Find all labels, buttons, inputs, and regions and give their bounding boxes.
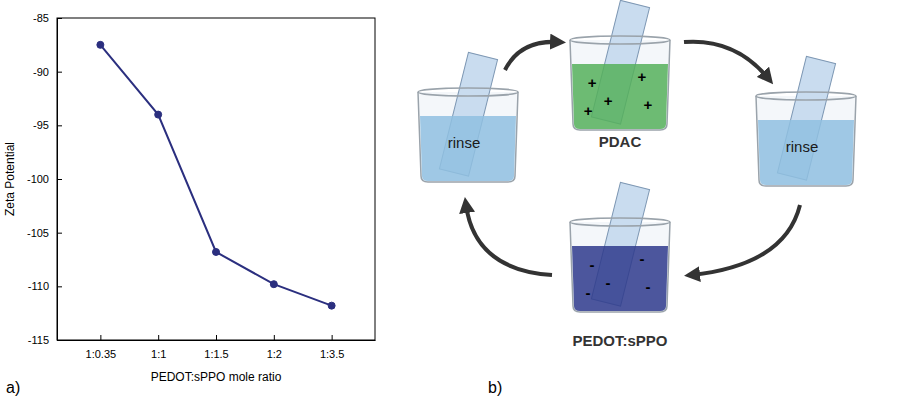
data-point xyxy=(270,281,277,288)
panel-label: b) xyxy=(488,379,502,396)
y-tick-mark xyxy=(57,286,62,287)
cycle-arrow xyxy=(684,42,768,78)
beaker-rim xyxy=(570,218,670,226)
y-axis-title: Zeta Potential xyxy=(3,142,17,216)
panel-label: a) xyxy=(6,379,20,396)
y-tick: -115 xyxy=(28,334,62,346)
y-tick: -95 xyxy=(33,119,62,131)
x-axis-line xyxy=(58,340,376,341)
y-tick: -85 xyxy=(33,12,62,24)
beaker-rim xyxy=(418,88,518,96)
charge-sign: + xyxy=(638,68,647,85)
x-tick-label: 1:1 xyxy=(151,348,166,360)
y-tick: -100 xyxy=(27,173,62,185)
x-tick-mark xyxy=(216,335,217,340)
step-label: PEDOT:sPPO xyxy=(572,332,667,349)
x-tick-mark xyxy=(332,335,333,340)
x-tick: 1:1.5 xyxy=(204,335,228,360)
beaker: + + + + + xyxy=(570,0,670,130)
charge-sign: - xyxy=(640,250,645,267)
beaker-liquid xyxy=(758,120,854,185)
beaker-rim xyxy=(570,36,670,44)
cycle-arrow xyxy=(692,205,800,275)
x-tick-label: 1:3.5 xyxy=(320,348,344,360)
y-tick: -105 xyxy=(27,227,62,239)
x-tick-mark xyxy=(274,335,275,340)
x-tick: 1:1 xyxy=(151,335,166,360)
data-point xyxy=(155,111,162,118)
x-tick-label: 1:0.35 xyxy=(86,348,117,360)
charge-sign: - xyxy=(586,284,591,301)
y-tick: -110 xyxy=(28,280,62,292)
cycle-arrow xyxy=(466,205,552,275)
y-tick-label: -110 xyxy=(28,280,49,292)
x-axis: 1:0.35 1:1 1:1.5 1:2 1:3.5 xyxy=(58,335,376,360)
y-tick-label: -105 xyxy=(27,227,49,239)
step-label: PDAC xyxy=(599,133,642,150)
y-tick: -90 xyxy=(33,66,62,78)
plot-frame xyxy=(57,18,375,340)
data-point xyxy=(328,302,335,309)
charge-sign: + xyxy=(644,96,653,113)
beaker: ----- xyxy=(570,182,670,312)
x-tick: 1:2 xyxy=(267,335,282,360)
y-tick-mark xyxy=(57,179,62,180)
y-tick-label: -100 xyxy=(27,173,49,185)
y-tick-label: -95 xyxy=(33,119,49,131)
beaker-liquid xyxy=(572,246,668,311)
beaker: rinse xyxy=(418,52,518,182)
beaker: rinse xyxy=(756,56,856,186)
x-axis-title: PEDOT:sPPO mole ratio xyxy=(151,370,282,384)
step-label: rinse xyxy=(786,138,819,155)
charge-sign: - xyxy=(590,256,595,273)
charge-sign: + xyxy=(584,102,593,119)
y-axis: -115 -110 -105 -100 -95 -90 -85 xyxy=(27,12,62,346)
beaker-liquid xyxy=(420,116,516,181)
plot-area xyxy=(97,41,335,309)
y-tick-mark xyxy=(57,125,62,126)
y-tick-mark xyxy=(57,18,62,19)
x-tick-label: 1:2 xyxy=(267,348,282,360)
x-tick-mark xyxy=(100,335,101,340)
data-point xyxy=(213,248,220,255)
data-point xyxy=(97,41,104,48)
y-tick-mark xyxy=(57,233,62,234)
y-tick-mark xyxy=(57,72,62,73)
charge-sign: - xyxy=(606,274,611,291)
x-tick-label: 1:1.5 xyxy=(204,348,228,360)
y-tick-label: -85 xyxy=(33,12,49,24)
y-tick-label: -90 xyxy=(33,66,49,78)
charge-sign: - xyxy=(646,278,651,295)
beaker-liquid xyxy=(572,64,668,129)
step-label: rinse xyxy=(448,134,481,151)
data-line xyxy=(100,45,331,306)
beaker-rim xyxy=(756,92,856,100)
cycle-arrow xyxy=(505,42,558,70)
charge-sign: + xyxy=(604,92,613,109)
figure: -115-110-105-100-95-90-851:0.351:11:1.51… xyxy=(0,0,903,400)
charge-sign: + xyxy=(588,74,597,91)
x-tick: 1:0.35 xyxy=(86,335,117,360)
y-tick-label: -115 xyxy=(28,334,49,346)
x-tick-mark xyxy=(158,335,159,340)
x-tick: 1:3.5 xyxy=(320,335,344,360)
